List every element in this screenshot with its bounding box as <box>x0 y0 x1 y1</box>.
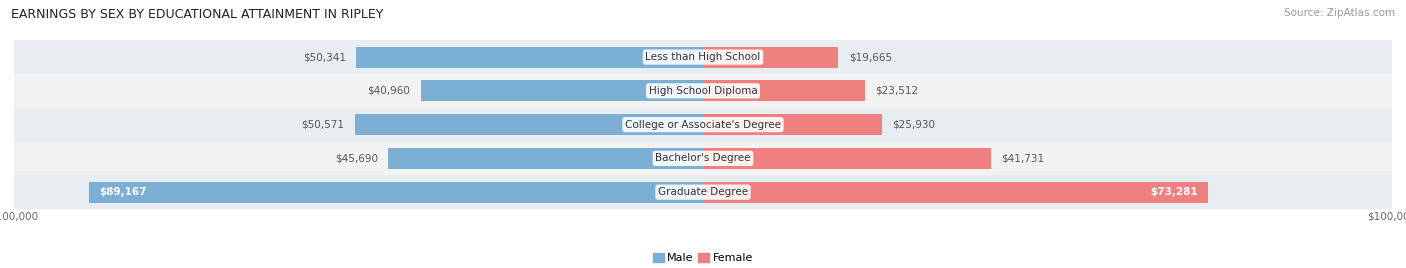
Text: Less than High School: Less than High School <box>645 52 761 62</box>
Bar <box>89 182 703 203</box>
Text: Bachelor's Degree: Bachelor's Degree <box>655 153 751 163</box>
Bar <box>14 40 1392 74</box>
Bar <box>703 114 882 135</box>
Bar <box>354 114 703 135</box>
Bar <box>420 80 703 101</box>
Text: $19,665: $19,665 <box>849 52 891 62</box>
Bar <box>14 108 1392 142</box>
Bar <box>703 148 990 169</box>
Bar <box>703 47 838 68</box>
Bar <box>388 148 703 169</box>
Text: $73,281: $73,281 <box>1150 187 1198 197</box>
Text: $45,690: $45,690 <box>335 153 378 163</box>
Bar <box>703 80 865 101</box>
Text: High School Diploma: High School Diploma <box>648 86 758 96</box>
Bar <box>356 47 703 68</box>
Bar <box>703 182 1208 203</box>
Text: Graduate Degree: Graduate Degree <box>658 187 748 197</box>
Text: $25,930: $25,930 <box>891 120 935 130</box>
Text: $89,167: $89,167 <box>98 187 146 197</box>
Bar <box>14 175 1392 209</box>
Bar <box>14 142 1392 175</box>
Text: EARNINGS BY SEX BY EDUCATIONAL ATTAINMENT IN RIPLEY: EARNINGS BY SEX BY EDUCATIONAL ATTAINMEN… <box>11 8 384 21</box>
Text: $40,960: $40,960 <box>367 86 411 96</box>
Text: College or Associate's Degree: College or Associate's Degree <box>626 120 780 130</box>
Text: Source: ZipAtlas.com: Source: ZipAtlas.com <box>1284 8 1395 18</box>
Text: $50,341: $50,341 <box>302 52 346 62</box>
Text: $41,731: $41,731 <box>1001 153 1045 163</box>
Text: $23,512: $23,512 <box>876 86 918 96</box>
Legend: Male, Female: Male, Female <box>648 249 758 268</box>
Bar <box>14 74 1392 108</box>
Text: $50,571: $50,571 <box>301 120 344 130</box>
